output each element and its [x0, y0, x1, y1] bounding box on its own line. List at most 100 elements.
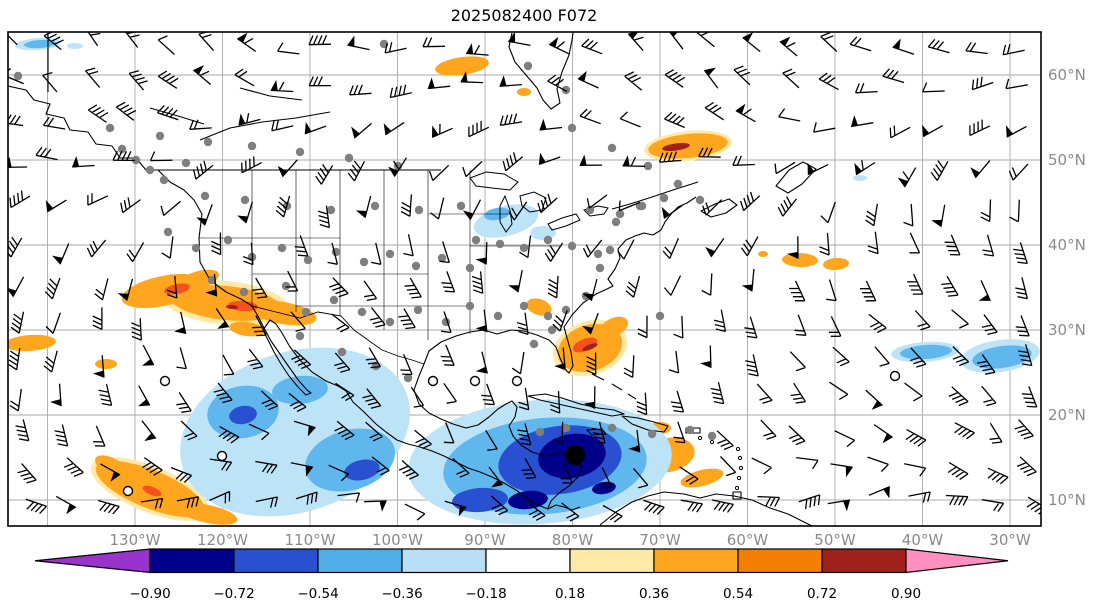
lon-label: 60°W: [727, 531, 769, 549]
station-dot: [131, 155, 141, 165]
station-dot: [200, 191, 210, 201]
station-dot: [385, 249, 395, 259]
coastline: [413, 363, 582, 509]
island: [737, 455, 743, 461]
station-dot: [301, 307, 311, 317]
colorbar-tick-label: 0.36: [639, 586, 669, 602]
lat-label: 40°N: [1048, 236, 1086, 254]
anomaly-patch: [572, 337, 598, 353]
lon-label: 30°W: [989, 531, 1031, 549]
station-dot: [465, 263, 475, 273]
lon-label: 110°W: [285, 531, 336, 549]
island: [738, 465, 744, 471]
anomaly-patch: [435, 56, 489, 76]
lon-label: 40°W: [902, 531, 944, 549]
station-dot: [281, 281, 291, 291]
coastline: [700, 198, 738, 218]
island: [697, 435, 703, 441]
colorbar-tick-label: −0.18: [465, 586, 506, 602]
country-border: [251, 305, 425, 365]
colorbar-tick-label: 0.72: [807, 586, 837, 602]
open-station-marker: [122, 485, 134, 497]
station-dot: [411, 261, 421, 271]
station-dot: [547, 325, 557, 335]
station-dot: [329, 295, 339, 305]
station-dot: [611, 217, 621, 227]
station-dot: [593, 249, 603, 259]
coastline-layer: [8, 32, 817, 526]
station-dot: [605, 245, 615, 255]
open-station-marker: [469, 375, 481, 387]
lon-label: 100°W: [372, 531, 423, 549]
station-dot: [607, 423, 617, 433]
station-dot: [159, 175, 169, 185]
open-station-marker: [889, 370, 901, 382]
station-dot: [295, 331, 305, 341]
lat-label: 50°N: [1048, 151, 1086, 169]
coastline: [527, 393, 625, 417]
colorbar-segment: [737, 548, 823, 574]
station-dot: [385, 317, 395, 327]
station-dot: [495, 239, 505, 249]
anomaly-patch: [972, 345, 1032, 369]
station-dot: [471, 235, 481, 245]
markers-layer: [122, 370, 901, 497]
anomaly-patch: [272, 375, 328, 405]
station-dot: [707, 431, 717, 441]
anomaly-patch: [8, 334, 56, 352]
station-dot: [203, 137, 213, 147]
anomaly-patch: [95, 455, 131, 481]
station-dot: [277, 243, 287, 253]
colorbar-segment: [485, 548, 571, 574]
station-dot: [567, 241, 577, 251]
station-dot: [240, 195, 250, 205]
station-dot: [567, 123, 577, 133]
station-dot: [359, 257, 369, 267]
colorbar-tick-label: 0.54: [723, 586, 753, 602]
anomaly-patch: [662, 143, 690, 151]
station-dot: [303, 255, 313, 265]
colorbar-tick-label: 0.90: [891, 586, 921, 602]
station-dot: [523, 61, 533, 71]
anomaly-patch: [526, 298, 552, 316]
station-dot: [685, 425, 695, 435]
colorbar-tick-label: 0.18: [555, 586, 585, 602]
anomaly-shading-layer: [8, 37, 1040, 525]
station-dot: [493, 311, 503, 321]
island: [709, 439, 715, 445]
colorbar-tick-label: −0.54: [297, 586, 338, 602]
station-dot: [181, 158, 191, 168]
anomaly-patch: [67, 43, 83, 49]
cyclone-marker: [565, 445, 585, 465]
anomaly-patch: [782, 252, 818, 268]
anomaly-patch: [599, 316, 629, 338]
station-dot: [561, 305, 571, 315]
lon-label: 70°W: [639, 531, 681, 549]
colorbar-segment: [569, 548, 655, 574]
wind-barb-pennants: [8, 32, 1014, 517]
station-dot: [465, 301, 475, 311]
station-dot: [191, 243, 201, 253]
colorbar-segment: [317, 548, 403, 574]
station-dot: [561, 423, 571, 433]
station-dot: [403, 373, 413, 383]
axis-labels: 60°N 50°N 40°N 30°N 20°N 10°N 130°W 120°W 110°W 1…: [110, 66, 1086, 549]
map-frame: [7, 31, 1042, 527]
lon-label: 80°W: [552, 531, 594, 549]
coastline: [508, 32, 574, 110]
station-dot: [105, 123, 115, 133]
anomaly-patch: [853, 175, 867, 181]
station-dot: [163, 227, 173, 237]
station-dot: [561, 85, 571, 95]
anomaly-patch: [758, 251, 768, 257]
anomaly-patch: [226, 304, 238, 310]
anomaly-patch: [823, 257, 849, 271]
station-dot: [543, 235, 553, 245]
anomaly-patch: [452, 487, 508, 513]
lat-label: 10°N: [1048, 491, 1086, 509]
station-dot: [337, 347, 347, 357]
wind-barbs-layer: [8, 32, 1041, 523]
colorbar-tick-label: −0.90: [129, 586, 170, 602]
station-dot: [519, 301, 529, 311]
lon-label: 90°W: [464, 531, 506, 549]
